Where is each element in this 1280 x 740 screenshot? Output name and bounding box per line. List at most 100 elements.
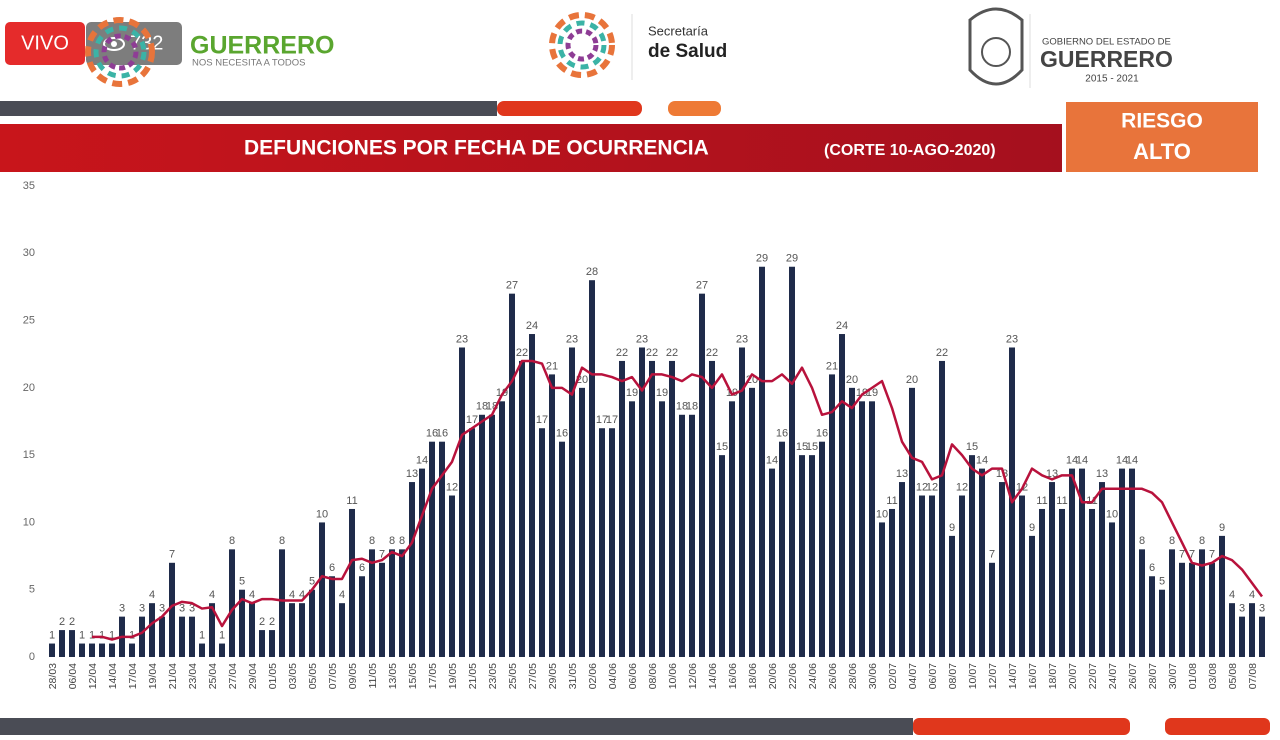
value-label: 8	[369, 535, 375, 547]
risk-text: ALTO	[1133, 139, 1191, 164]
value-label: 9	[1029, 522, 1035, 534]
y-tick-label: 35	[23, 180, 35, 192]
bar	[719, 455, 725, 657]
value-label: 3	[1239, 603, 1245, 615]
x-tick-label: 25/05	[507, 663, 519, 689]
value-label: 16	[816, 428, 828, 440]
value-label: 22	[936, 347, 948, 359]
x-tick-label: 21/05	[467, 663, 479, 689]
value-label: 14	[766, 455, 778, 467]
value-label: 11	[346, 495, 357, 507]
x-tick-label: 06/07	[927, 663, 939, 689]
x-tick-label: 26/06	[827, 663, 839, 689]
bar	[599, 428, 605, 657]
x-tick-label: 08/06	[647, 663, 659, 689]
value-label: 10	[876, 508, 888, 520]
value-label: 11	[886, 495, 897, 507]
y-tick-label: 30	[23, 247, 35, 259]
bar	[849, 387, 855, 657]
live-text: VIVO	[21, 32, 69, 54]
value-label: 4	[209, 589, 215, 601]
value-label: 7	[169, 549, 175, 561]
strip	[0, 718, 913, 735]
bar	[159, 616, 165, 657]
value-label: 22	[706, 347, 718, 359]
bar	[1259, 616, 1265, 657]
bar	[1089, 508, 1095, 657]
value-label: 13	[896, 468, 908, 480]
bar	[469, 428, 475, 657]
bar	[209, 603, 215, 657]
x-tick-label: 20/06	[767, 663, 779, 689]
value-label: 15	[716, 441, 728, 453]
bar	[999, 482, 1005, 657]
bar	[409, 482, 415, 657]
bar	[1139, 549, 1145, 657]
x-tick-label: 23/05	[487, 663, 499, 689]
gov-line: GOBIERNO DEL ESTADO DE	[1042, 37, 1171, 48]
bar	[639, 347, 645, 657]
bar	[229, 549, 235, 657]
value-label: 8	[279, 535, 285, 547]
x-tick-label: 29/05	[547, 663, 559, 689]
value-label: 16	[436, 428, 448, 440]
value-label: 1	[49, 629, 55, 641]
bar	[1219, 535, 1225, 657]
bar	[1039, 508, 1045, 657]
value-label: 12	[926, 481, 938, 493]
bar	[329, 576, 335, 657]
x-tick-label: 12/04	[87, 663, 99, 689]
x-tick-label: 14/06	[707, 663, 719, 689]
value-label: 21	[826, 360, 838, 372]
bar	[1029, 535, 1035, 657]
x-tick-label: 09/05	[347, 663, 359, 689]
x-tick-label: 07/08	[1247, 663, 1259, 689]
bar	[189, 616, 195, 657]
x-tick-label: 28/07	[1147, 663, 1159, 689]
x-tick-label: 11/05	[367, 663, 379, 689]
y-tick-label: 0	[29, 651, 35, 663]
bar	[1069, 468, 1075, 657]
value-label: 1	[79, 629, 85, 641]
value-label: 15	[796, 441, 808, 453]
value-label: 11	[1056, 495, 1067, 507]
bar	[289, 603, 295, 657]
y-tick-label: 5	[29, 584, 35, 596]
value-label: 22	[516, 347, 528, 359]
value-label: 20	[846, 374, 858, 386]
bar	[549, 374, 555, 657]
value-label: 12	[956, 481, 968, 493]
strip	[668, 101, 721, 116]
bar	[989, 562, 995, 657]
value-label: 16	[776, 428, 788, 440]
x-tick-label: 12/07	[987, 663, 999, 689]
bar	[399, 549, 405, 657]
value-label: 18	[686, 401, 698, 413]
bar	[779, 441, 785, 657]
bar	[509, 293, 515, 657]
x-tick-label: 22/07	[1087, 663, 1099, 689]
bar	[1179, 562, 1185, 657]
value-label: 28	[586, 266, 598, 278]
brand: GUERRERO	[190, 32, 334, 60]
bar	[969, 455, 975, 657]
bar	[129, 643, 135, 657]
bar	[149, 603, 155, 657]
bar	[1149, 576, 1155, 657]
bar	[1099, 482, 1105, 657]
value-label: 3	[159, 603, 165, 615]
bar	[829, 374, 835, 657]
x-tick-label: 27/05	[527, 663, 539, 689]
bar	[709, 360, 715, 657]
value-label: 14	[1126, 455, 1138, 467]
value-label: 4	[1249, 589, 1255, 601]
strip	[0, 101, 497, 116]
value-label: 4	[299, 589, 305, 601]
value-label: 1	[99, 629, 105, 641]
value-label: 22	[646, 347, 658, 359]
value-label: 7	[1209, 549, 1215, 561]
bar	[739, 347, 745, 657]
value-label: 29	[786, 253, 798, 265]
bar	[609, 428, 615, 657]
value-label: 3	[1259, 603, 1265, 615]
